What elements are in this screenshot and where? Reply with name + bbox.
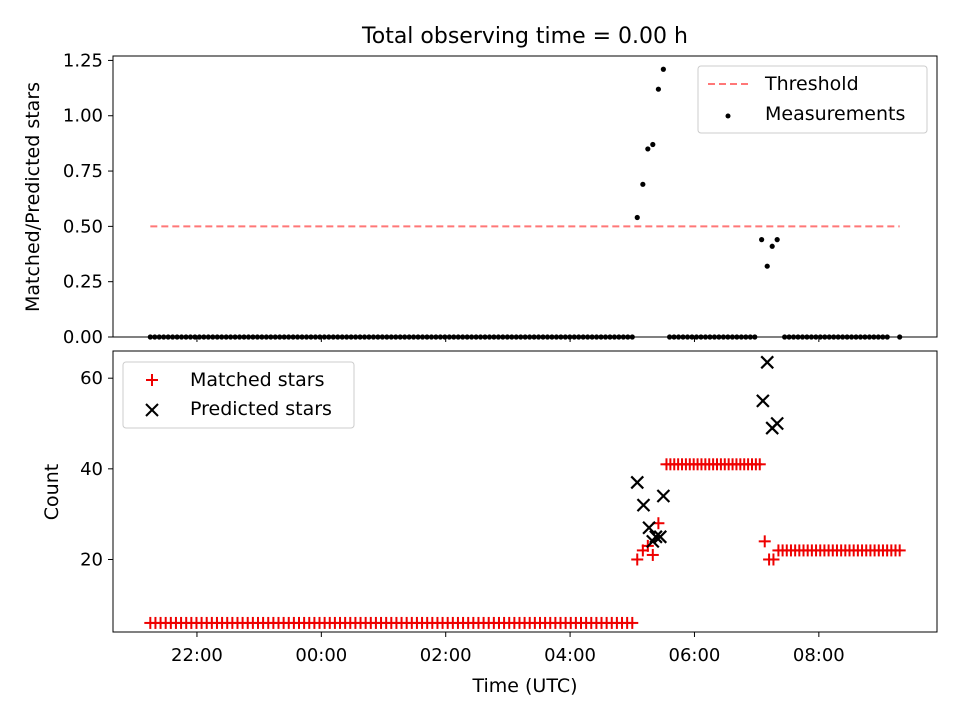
bottom-y-tick-label: 40: [80, 459, 103, 480]
top-legend: Threshold Measurements: [697, 65, 928, 134]
measurement-point: [645, 146, 651, 152]
measurement-point: [650, 141, 656, 148]
bottom-x-ticks: 22:00 00:00 02:00 04:00 06:00 08:00: [171, 632, 845, 666]
x-tick-label: 04:00: [544, 645, 596, 666]
matched-star-point: [626, 616, 639, 629]
bottom-y-ticks: 20 40 60: [80, 368, 113, 570]
measurement-point: [640, 181, 646, 187]
bottom-axes-frame: [112, 350, 938, 633]
top-y-ticks: 0.00 0.25 0.50 0.75 1.00 1.25: [63, 50, 113, 348]
predicted-star-point: [642, 520, 656, 535]
top-x-ticks: [196, 337, 820, 342]
bottom-plot-marks: [144, 355, 906, 629]
top-y-tick-label: 1.25: [63, 50, 103, 71]
x-tick-label: 00:00: [295, 645, 347, 666]
chart-title: Total observing time = 0.00 h: [361, 24, 688, 49]
top-axes-frame: [112, 55, 938, 338]
predicted-star-point: [630, 475, 645, 490]
measurement-point: [764, 263, 770, 269]
legend-matched-label: Matched stars: [190, 369, 324, 391]
matched-star-point: [767, 553, 780, 566]
matched-star-point: [753, 458, 766, 471]
legend-threshold-label: Threshold: [764, 73, 859, 95]
top-y-tick-label: 0.25: [63, 272, 103, 293]
x-tick-label: 08:00: [793, 645, 845, 666]
predicted-star-point: [770, 416, 784, 431]
predicted-star-point: [656, 489, 671, 503]
measurement-point: [655, 86, 661, 92]
legend-measurements-swatch: [725, 113, 731, 119]
bottom-panel: 20 40 60 22:00 00:00 02:00 04:00 06:00 08:00 Ma…: [80, 350, 938, 666]
x-tick-label: 06:00: [669, 645, 721, 666]
top-y-axis-label: Matched/Predicted stars: [22, 82, 44, 312]
matched-star-point: [758, 535, 771, 548]
measurement-point: [634, 214, 640, 221]
top-y-tick-label: 1.00: [63, 106, 103, 127]
legend-predicted-swatch: [145, 403, 159, 417]
legend-measurements-label: Measurements: [765, 103, 905, 125]
predicted-star-point: [649, 530, 663, 544]
predicted-star-point: [760, 355, 775, 370]
x-tick-label: 22:00: [171, 645, 223, 666]
bottom-legend-box: [122, 361, 355, 429]
x-tick-label: 02:00: [420, 645, 472, 666]
x-axis-label: Time (UTC): [471, 675, 577, 697]
measurement-point: [769, 243, 775, 249]
predicted-star-point: [636, 498, 651, 512]
measurement-point: [759, 237, 765, 243]
matched-star-point: [631, 553, 644, 566]
bottom-legend: Matched stars Predicted stars: [122, 361, 355, 429]
top-y-tick-label: 0.50: [63, 216, 103, 237]
bottom-y-tick-label: 60: [80, 368, 103, 389]
predicted-star-point: [756, 394, 770, 408]
top-y-tick-label: 0.75: [63, 161, 103, 182]
top-y-tick-label: 0.00: [63, 327, 103, 348]
bottom-y-tick-label: 20: [80, 549, 103, 570]
top-panel: 0.00 0.25 0.50 0.75 1.00 1.25 Threshold Measu…: [63, 50, 938, 348]
top-legend-box: [697, 65, 928, 134]
bottom-y-axis-label: Count: [41, 464, 63, 520]
legend-matched-swatch: [146, 374, 158, 386]
matched-star-point: [646, 548, 659, 561]
predicted-star-point: [653, 530, 668, 544]
legend-predicted-label: Predicted stars: [190, 398, 332, 420]
measurement-point: [774, 237, 780, 243]
measurement-point: [660, 66, 666, 72]
matched-star-point: [893, 544, 906, 557]
